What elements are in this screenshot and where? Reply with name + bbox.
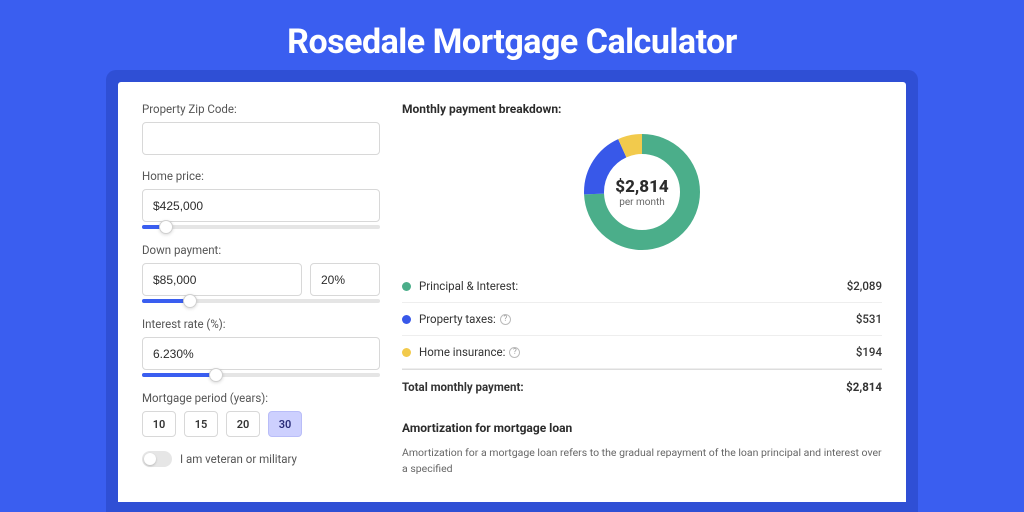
legend-label: Home insurance: ? <box>419 345 520 359</box>
donut-sub-label: per month <box>619 197 665 208</box>
down-payment-label: Down payment: <box>142 243 380 257</box>
legend-dot <box>402 348 411 357</box>
home-price-slider-thumb[interactable] <box>159 220 173 234</box>
period-option-30[interactable]: 30 <box>268 411 302 437</box>
legend-row: Home insurance: ? $194 <box>402 336 882 369</box>
down-payment-field: Down payment: <box>142 243 380 303</box>
legend-dot <box>402 315 411 324</box>
period-option-10[interactable]: 10 <box>142 411 176 437</box>
down-payment-slider-thumb[interactable] <box>183 294 197 308</box>
legend-total-label: Total monthly payment: <box>402 380 524 394</box>
interest-slider-fill <box>142 373 216 377</box>
home-price-input[interactable] <box>142 189 380 222</box>
donut-value: $2,814 <box>615 177 668 197</box>
period-options: 10 15 20 30 <box>142 411 380 437</box>
period-label: Mortgage period (years): <box>142 391 380 405</box>
legend-total-amount: $2,814 <box>846 380 882 394</box>
amortization-title: Amortization for mortgage loan <box>402 421 882 435</box>
interest-slider-thumb[interactable] <box>209 368 223 382</box>
down-payment-pct-input[interactable] <box>310 263 380 296</box>
zip-input[interactable] <box>142 122 380 155</box>
legend-amount: $194 <box>856 345 882 359</box>
donut-chart: $2,814 per month <box>578 128 706 256</box>
zip-field: Property Zip Code: <box>142 102 380 155</box>
legend-label: Principal & Interest: <box>419 279 518 293</box>
form-panel: Property Zip Code: Home price: Down paym… <box>142 102 380 502</box>
period-field: Mortgage period (years): 10 15 20 30 <box>142 391 380 437</box>
legend-total-row: Total monthly payment: $2,814 <box>402 369 882 403</box>
legend-amount: $2,089 <box>847 279 882 293</box>
breakdown-title: Monthly payment breakdown: <box>402 102 882 116</box>
interest-slider[interactable] <box>142 373 380 377</box>
home-price-slider[interactable] <box>142 225 380 229</box>
help-icon[interactable]: ? <box>500 314 511 325</box>
legend-row: Principal & Interest: $2,089 <box>402 270 882 303</box>
breakdown-panel: Monthly payment breakdown: $2,814 per mo… <box>402 102 882 502</box>
down-payment-amount-input[interactable] <box>142 263 302 296</box>
period-option-15[interactable]: 15 <box>184 411 218 437</box>
home-price-field: Home price: <box>142 169 380 229</box>
legend-dot <box>402 282 411 291</box>
interest-input[interactable] <box>142 337 380 370</box>
zip-label: Property Zip Code: <box>142 102 380 116</box>
amortization-section: Amortization for mortgage loan Amortizat… <box>402 421 882 475</box>
down-payment-slider[interactable] <box>142 299 380 303</box>
home-price-label: Home price: <box>142 169 380 183</box>
legend-amount: $531 <box>856 312 882 326</box>
amortization-text: Amortization for a mortgage loan refers … <box>402 445 882 475</box>
calculator-card: Property Zip Code: Home price: Down paym… <box>118 82 906 502</box>
interest-label: Interest rate (%): <box>142 317 380 331</box>
military-toggle[interactable] <box>142 451 172 467</box>
legend-label: Property taxes: ? <box>419 312 511 326</box>
legend: Principal & Interest: $2,089 Property taxe… <box>402 270 882 403</box>
legend-row: Property taxes: ? $531 <box>402 303 882 336</box>
period-option-20[interactable]: 20 <box>226 411 260 437</box>
military-label: I am veteran or military <box>180 452 297 466</box>
page-title: Rosedale Mortgage Calculator <box>0 0 1024 82</box>
help-icon[interactable]: ? <box>509 347 520 358</box>
interest-field: Interest rate (%): <box>142 317 380 377</box>
military-row: I am veteran or military <box>142 451 380 467</box>
